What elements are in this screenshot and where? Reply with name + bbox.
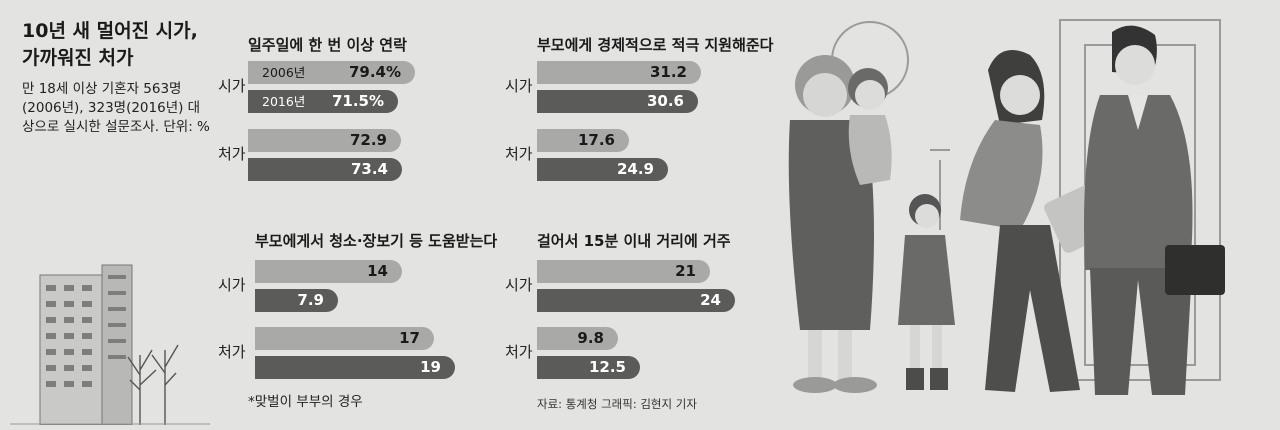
category-label: 처가 bbox=[505, 145, 533, 163]
bar bbox=[537, 260, 710, 283]
data-label: 79.4% bbox=[348, 63, 401, 81]
legend-year-label: 2006년 bbox=[262, 65, 306, 80]
data-label: 9.8 bbox=[577, 329, 604, 347]
bar bbox=[255, 260, 402, 283]
page-subtitle: 만 18세 이상 기혼자 563명(2006년), 323명(2016년) 대상… bbox=[22, 81, 210, 135]
apartment-building-illustration bbox=[10, 264, 210, 425]
data-label: 7.9 bbox=[297, 291, 324, 309]
data-label: 24 bbox=[700, 291, 721, 309]
bar bbox=[537, 158, 668, 181]
bar bbox=[537, 289, 735, 312]
data-label: 31.2 bbox=[649, 63, 687, 81]
data-label: 21 bbox=[675, 262, 696, 280]
bar bbox=[248, 61, 415, 84]
grandmother-figure bbox=[788, 55, 877, 393]
category-label: 처가 bbox=[218, 343, 246, 361]
toddler-figure bbox=[848, 68, 892, 185]
girl-figure bbox=[898, 194, 955, 390]
data-label: 30.6 bbox=[646, 92, 684, 110]
bar bbox=[537, 90, 698, 113]
data-label: 17.6 bbox=[577, 131, 615, 149]
bar bbox=[255, 289, 338, 312]
bar bbox=[255, 356, 455, 379]
data-label: 12.5 bbox=[588, 358, 626, 376]
father-figure bbox=[1084, 25, 1225, 395]
category-label: 처가 bbox=[218, 145, 246, 163]
legend-year-label: 2016년 bbox=[262, 94, 306, 109]
data-label: 19 bbox=[420, 358, 441, 376]
bar bbox=[537, 327, 618, 350]
chart-title: 일주일에 한 번 이상 연락 bbox=[248, 36, 407, 54]
chart-title: 부모에게 경제적으로 적극 지원해준다 bbox=[537, 36, 774, 54]
category-label: 시가 bbox=[218, 77, 246, 95]
data-label: 14 bbox=[367, 262, 388, 280]
bar bbox=[255, 327, 434, 350]
data-label: 17 bbox=[399, 329, 420, 347]
bar bbox=[537, 356, 640, 379]
page-title: 10년 새 멀어진 시가, 가까워진 처가 bbox=[22, 20, 198, 69]
chart-title: 부모에게서 청소·장보기 등 도움받는다 bbox=[255, 232, 498, 250]
bar bbox=[248, 129, 401, 152]
data-label: 71.5% bbox=[331, 92, 384, 110]
data-label: 72.9 bbox=[349, 131, 387, 149]
chart-title: 걸어서 15분 이내 거리에 거주 bbox=[537, 232, 731, 250]
family-illustration bbox=[788, 19, 1225, 395]
bar bbox=[537, 61, 701, 84]
data-label: 73.4 bbox=[350, 160, 388, 178]
category-label: 처가 bbox=[505, 343, 533, 361]
data-label: 24.9 bbox=[616, 160, 654, 178]
bar bbox=[537, 129, 629, 152]
category-label: 시가 bbox=[218, 276, 246, 294]
bar bbox=[248, 90, 398, 113]
footnote: *맞벌이 부부의 경우 bbox=[248, 394, 363, 410]
bar bbox=[248, 158, 402, 181]
category-label: 시가 bbox=[505, 77, 533, 95]
source-credit: 자료: 통계청 그래픽: 김현지 기자 bbox=[537, 397, 697, 411]
category-label: 시가 bbox=[505, 276, 533, 294]
